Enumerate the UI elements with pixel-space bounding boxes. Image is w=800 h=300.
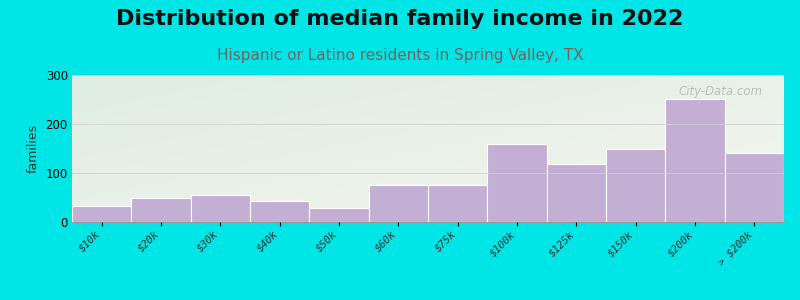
Bar (487, 144, 546, 222)
Bar (131, 197, 190, 222)
Bar (72, 206, 131, 222)
Bar (546, 164, 606, 222)
Y-axis label: families: families (27, 124, 40, 173)
Bar (310, 208, 369, 222)
Bar (369, 185, 428, 222)
Bar (190, 195, 250, 222)
Bar (606, 149, 666, 222)
Bar (666, 100, 725, 222)
Bar (250, 201, 310, 222)
Bar (428, 185, 487, 222)
Text: City-Data.com: City-Data.com (678, 85, 762, 98)
Bar (725, 153, 784, 222)
Text: Distribution of median family income in 2022: Distribution of median family income in … (116, 9, 684, 29)
Text: Hispanic or Latino residents in Spring Valley, TX: Hispanic or Latino residents in Spring V… (217, 48, 583, 63)
